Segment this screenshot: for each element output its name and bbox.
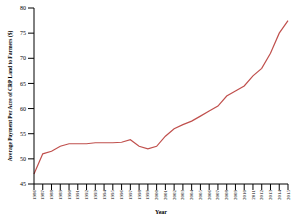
svg-text:1987: 1987 — [40, 190, 45, 201]
svg-text:50: 50 — [20, 156, 26, 162]
svg-text:1993: 1993 — [93, 190, 98, 201]
svg-text:2012: 2012 — [259, 190, 264, 201]
svg-text:Average Payment Per Acre of CR: Average Payment Per Acre of CRP Land to … — [8, 31, 14, 162]
svg-text:1988: 1988 — [49, 190, 54, 201]
svg-text:1992: 1992 — [84, 190, 89, 201]
svg-text:2009: 2009 — [233, 190, 238, 201]
svg-text:80: 80 — [20, 5, 26, 11]
svg-text:2015: 2015 — [286, 190, 291, 201]
svg-text:60: 60 — [20, 106, 26, 112]
svg-text:1991: 1991 — [75, 190, 80, 201]
svg-text:1990: 1990 — [67, 190, 72, 201]
svg-text:2001: 2001 — [163, 190, 168, 201]
svg-text:2005: 2005 — [198, 190, 203, 201]
svg-text:1986: 1986 — [32, 190, 37, 201]
svg-text:2010: 2010 — [242, 190, 247, 201]
svg-text:75: 75 — [20, 30, 26, 36]
svg-text:1996: 1996 — [119, 190, 124, 201]
svg-text:2006: 2006 — [207, 190, 212, 201]
svg-text:2013: 2013 — [268, 190, 273, 201]
svg-text:2014: 2014 — [277, 190, 282, 201]
svg-text:2000: 2000 — [154, 190, 159, 201]
svg-text:1995: 1995 — [110, 190, 115, 201]
svg-text:2004: 2004 — [189, 190, 194, 201]
svg-text:1994: 1994 — [102, 190, 107, 201]
svg-text:2011: 2011 — [251, 190, 256, 200]
svg-text:2007: 2007 — [215, 190, 220, 201]
svg-text:2002: 2002 — [172, 190, 177, 201]
svg-text:70: 70 — [20, 55, 26, 61]
svg-text:2008: 2008 — [224, 190, 229, 201]
svg-text:1989: 1989 — [58, 190, 63, 201]
svg-text:2003: 2003 — [180, 190, 185, 201]
svg-text:65: 65 — [20, 81, 26, 87]
svg-text:1997: 1997 — [128, 190, 133, 201]
svg-text:1998: 1998 — [137, 190, 142, 201]
svg-text:1999: 1999 — [145, 190, 150, 201]
svg-text:45: 45 — [20, 181, 26, 187]
svg-text:Year: Year — [155, 209, 167, 215]
svg-text:55: 55 — [20, 131, 26, 137]
